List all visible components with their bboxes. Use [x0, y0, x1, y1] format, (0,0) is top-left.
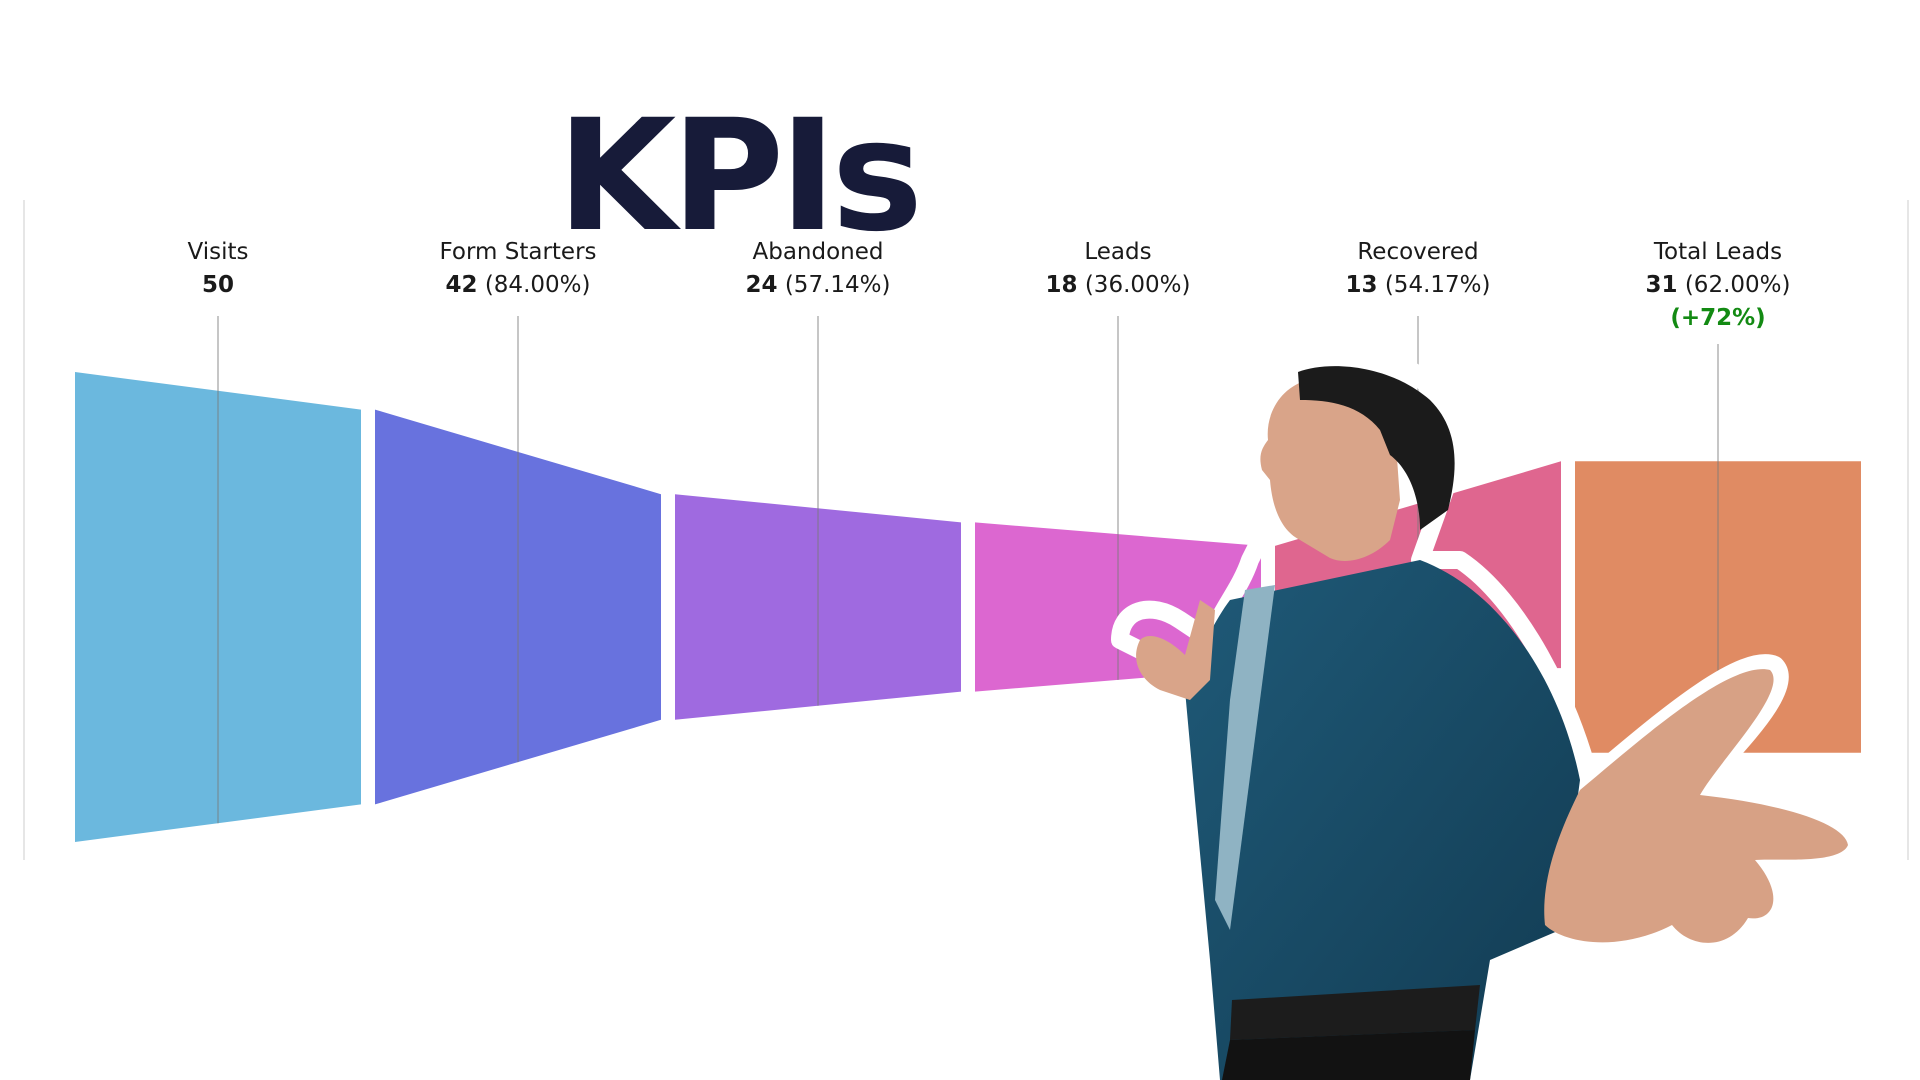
stage-stat: 18 (36.00%) — [1046, 274, 1191, 297]
stage-stat: 31 (62.00%) — [1646, 274, 1791, 297]
stage-count: 18 — [1045, 272, 1078, 298]
stage-count: 50 — [201, 272, 234, 298]
stage-percent: (57.14%) — [777, 272, 891, 298]
person-figure — [1136, 366, 1848, 1080]
stage-name: Leads — [1084, 239, 1152, 265]
stage-stat: 50 — [188, 274, 249, 297]
stage-stat: 13 (54.17%) — [1346, 274, 1491, 297]
stage-label: Leads 18 (36.00%) — [1046, 241, 1191, 297]
stage-stat: 42 (84.00%) — [439, 274, 596, 297]
stage-percent: (36.00%) — [1077, 272, 1191, 298]
page-title: KPIs — [557, 87, 923, 266]
stage-count: 13 — [1345, 272, 1378, 298]
stage-label: Abandoned 24 (57.14%) — [746, 241, 891, 297]
stage-percent: (54.17%) — [1377, 272, 1491, 298]
stage-name: Visits — [187, 239, 249, 265]
stage-name: Abandoned — [752, 239, 884, 265]
stage-percent: (62.00%) — [1677, 272, 1791, 298]
stage-count: 31 — [1645, 272, 1678, 298]
stage-percent: (84.00%) — [477, 272, 591, 298]
stage-name: Form Starters — [439, 239, 597, 265]
stage-label: Recovered 13 (54.17%) — [1346, 241, 1491, 297]
stage-count: 42 — [445, 272, 478, 298]
stage-label: Total Leads 31 (62.00%) (+72%) — [1646, 241, 1791, 330]
chart-frame — [23, 200, 1909, 860]
stage-count: 24 — [745, 272, 778, 298]
stage-label: Form Starters 42 (84.00%) — [439, 241, 596, 297]
stage-stat: 24 (57.14%) — [746, 274, 891, 297]
stage-delta: (+72%) — [1670, 305, 1766, 331]
stage-label: Visits 50 — [188, 241, 249, 297]
stage-name: Total Leads — [1653, 239, 1783, 265]
stage-name: Recovered — [1357, 239, 1479, 265]
